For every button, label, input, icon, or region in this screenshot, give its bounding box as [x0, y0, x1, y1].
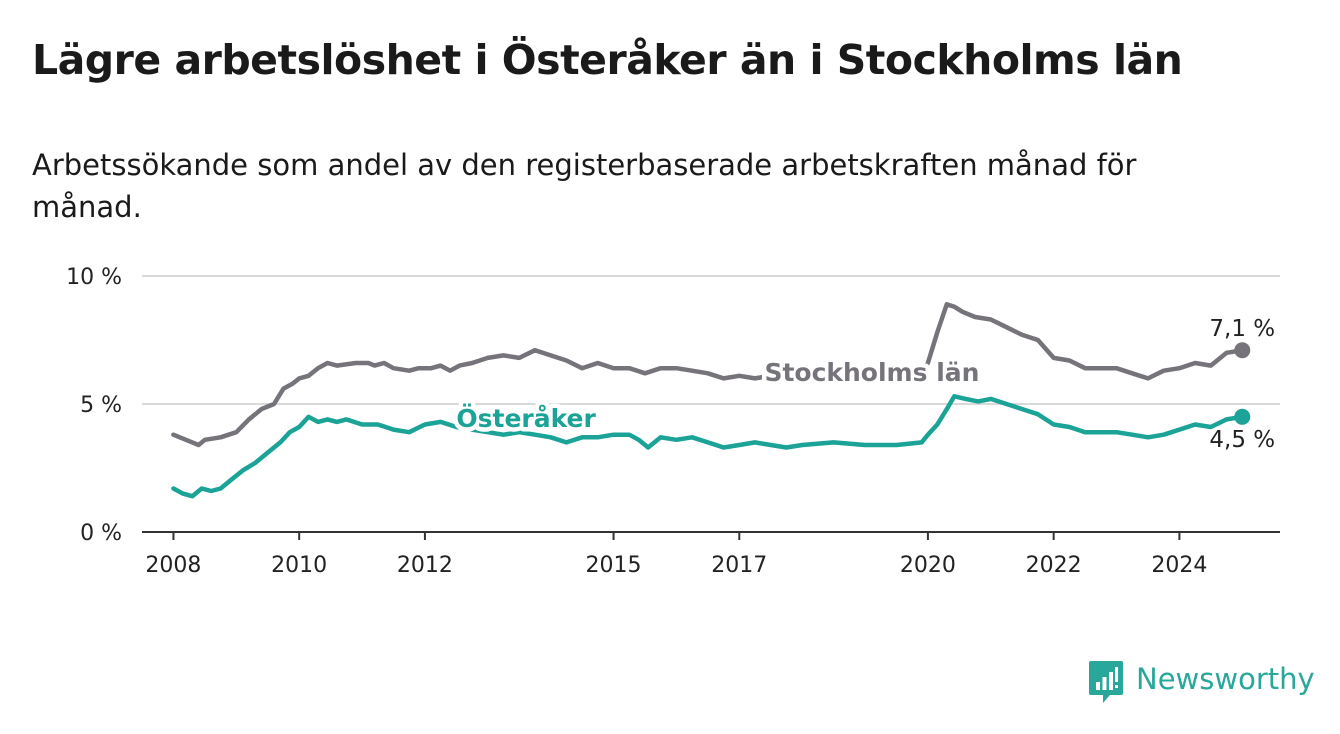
x-tick-label: 2010	[271, 553, 327, 578]
axes: 0 % 5 % 10 % 2008 2010 2012 2015 2017 2020 2022 20…	[66, 265, 1280, 578]
series-end-label-1: 4,5 %	[1209, 427, 1275, 453]
chart-title: Lägre arbetslöshet i Österåker än i Stoc…	[32, 36, 1183, 84]
series-line-1	[171, 394, 1245, 499]
x-tick-label: 2020	[900, 553, 956, 578]
y-tick-label: 5 %	[80, 393, 122, 418]
x-tick-label: 2017	[711, 553, 767, 578]
line-chart: 0 % 5 % 10 % 2008 2010 2012 2015 2017 2020 2022 20…	[66, 265, 1280, 578]
brand-name: Newsworthy	[1136, 662, 1315, 696]
x-tick-label: 2022	[1026, 553, 1082, 578]
series-name-label-0: Stockholms län	[764, 358, 979, 387]
chart-subtitle: Arbetssökande som andel av den registerb…	[32, 148, 1137, 224]
series-labels: 7,1 % 4,5 % Stockholms län Österåker	[452, 313, 1278, 456]
y-tick-label: 0 %	[80, 521, 122, 546]
series-line-0	[171, 301, 1245, 448]
series-end-point-1	[1234, 408, 1251, 425]
newsworthy-brand[interactable]: Newsworthy	[1088, 660, 1328, 706]
x-tick-label: 2012	[397, 553, 453, 578]
newsworthy-logo-icon	[1089, 661, 1123, 703]
x-tick-label: 2015	[586, 553, 642, 578]
gridlines	[142, 275, 1280, 405]
x-tick-label: 2008	[145, 553, 201, 578]
series-end-label-0: 7,1 %	[1209, 316, 1275, 342]
series-name-label-1: Österåker	[456, 403, 596, 433]
y-tick-label: 10 %	[66, 265, 122, 290]
series-end-point-0	[1234, 342, 1251, 359]
series-lines	[171, 301, 1251, 499]
x-tick-label: 2024	[1151, 553, 1207, 578]
